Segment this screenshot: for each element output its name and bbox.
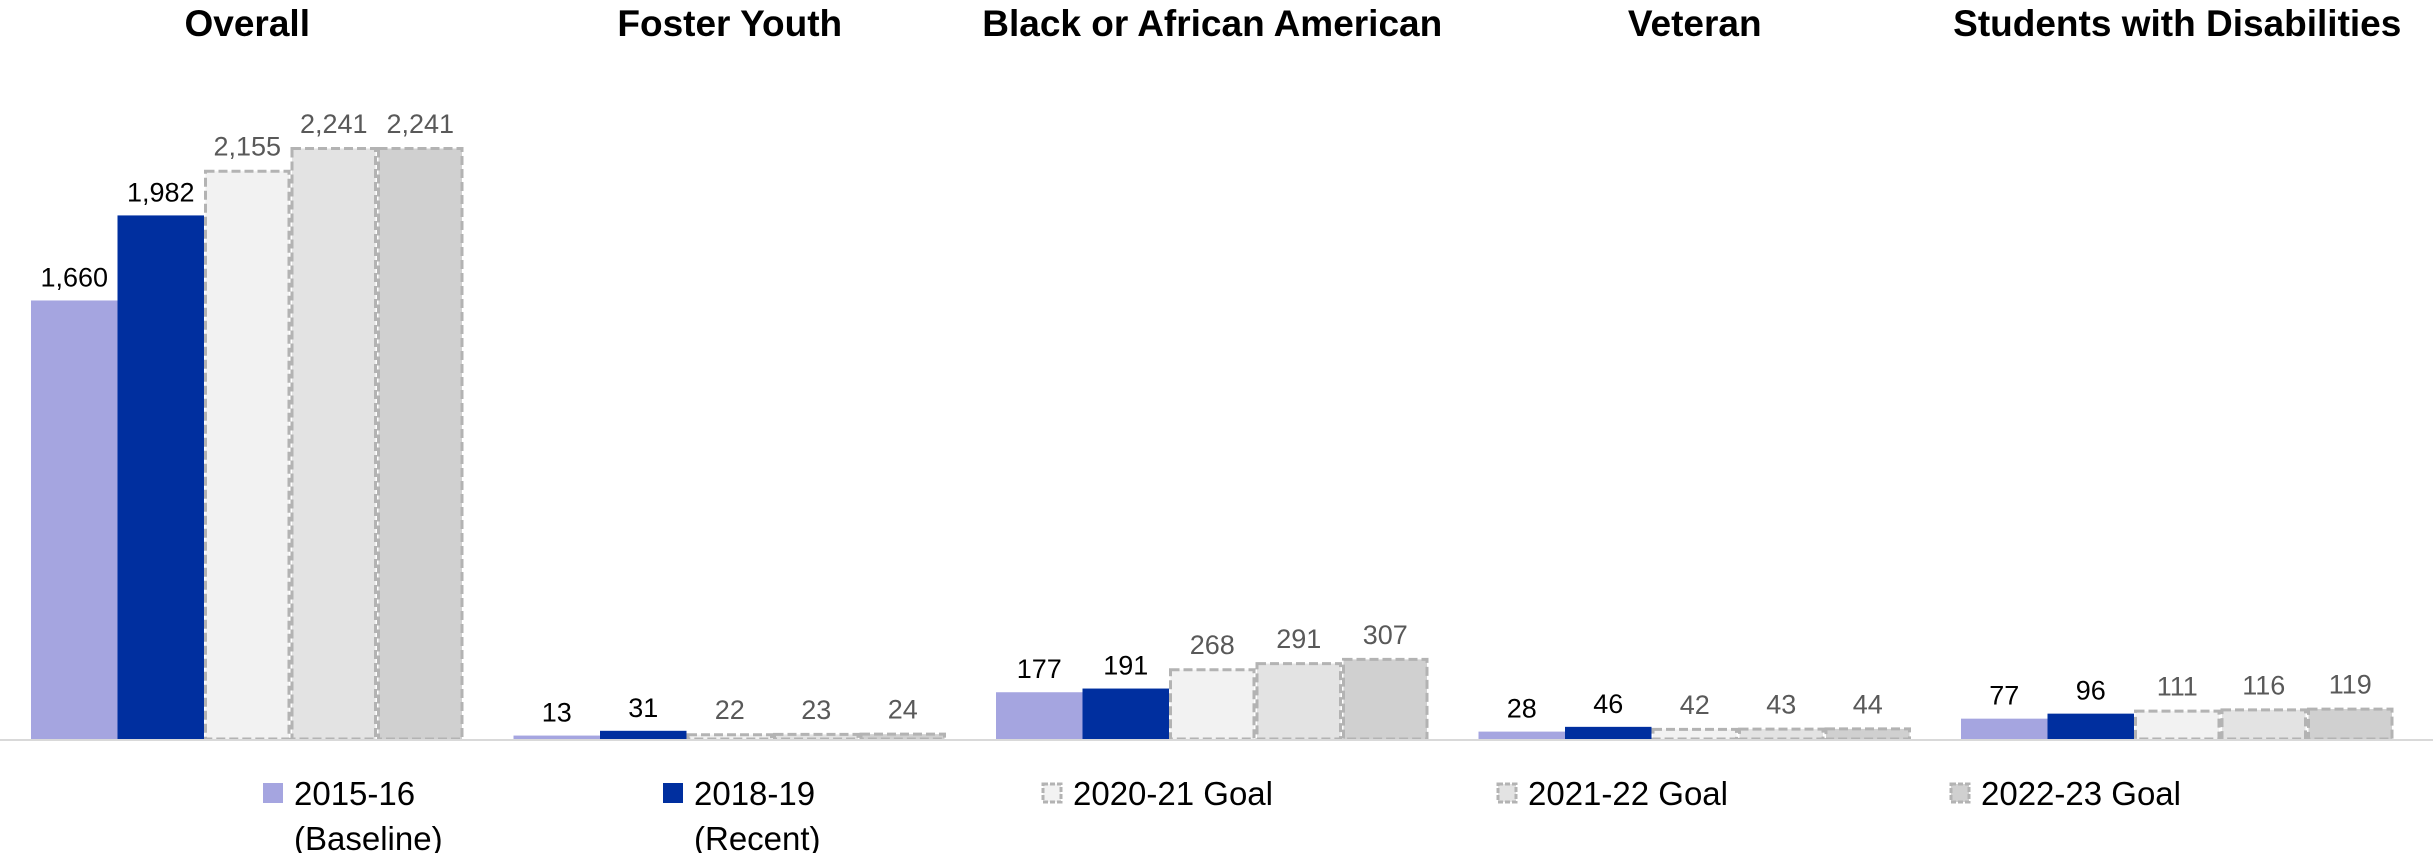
legend-item-2022-23-goal: 2022-23 Goal <box>1949 775 2181 812</box>
bar-overall-2021-22-goal <box>290 147 377 741</box>
bar-black-or-african-american-2021-22-goal <box>1255 662 1342 741</box>
value-labels: 1,660 1,982 2,155 2,241 2,241 13 31 22 23 24 177 19… <box>40 109 2371 728</box>
bar-overall-2020-21-goal <box>204 169 291 741</box>
value-label-foster-youth-2021-22-goal: 23 <box>801 695 831 725</box>
bar-students-with-disabilities-2020-21-goal <box>2134 709 2221 741</box>
group-title-students-with-disabilities: Students with Disabilities <box>1953 3 2401 44</box>
value-label-foster-youth-2018-19-recent: 31 <box>628 693 658 723</box>
value-label-black-or-african-american-2021-22-goal: 291 <box>1276 624 1321 654</box>
bar-veteran-2015-16-baseline <box>1478 731 1565 739</box>
legend-label-2015-16-baseline: 2015-16 <box>294 775 415 812</box>
legend-label-2022-23-goal: 2022-23 Goal <box>1981 775 2181 812</box>
value-label-overall-2015-16-baseline: 1,660 <box>40 262 108 292</box>
value-label-overall-2018-19-recent: 1,982 <box>127 177 195 207</box>
bar-black-or-african-american-2020-21-goal <box>1169 668 1256 741</box>
value-label-overall-2022-23-goal: 2,241 <box>386 109 454 139</box>
bar-students-with-disabilities-2018-19-recent <box>2047 713 2134 739</box>
bar-students-with-disabilities-2015-16-baseline <box>1961 718 2048 739</box>
legend-swatch-2020-21-goal <box>1041 782 1063 804</box>
legend-label-2018-19-recent-line2: (Recent) <box>694 820 821 853</box>
legend-swatch-2021-22-goal <box>1496 782 1518 804</box>
value-label-black-or-african-american-2020-21-goal: 268 <box>1190 630 1235 660</box>
value-label-foster-youth-2020-21-goal: 22 <box>715 695 745 725</box>
legend-label-2015-16-baseline-line2: (Baseline) <box>294 820 443 853</box>
group-titles: Overall Foster Youth Black or African Amer… <box>185 3 2402 44</box>
value-label-foster-youth-2015-16-baseline: 13 <box>542 698 572 728</box>
legend-item-2021-22-goal: 2021-22 Goal <box>1496 775 1728 812</box>
bar-black-or-african-american-2015-16-baseline <box>996 692 1083 739</box>
legend-swatch-2022-23-goal <box>1949 782 1971 804</box>
value-label-veteran-2015-16-baseline: 28 <box>1507 694 1537 724</box>
bar-veteran-2020-21-goal <box>1651 727 1738 741</box>
bar-foster-youth-2015-16-baseline <box>513 735 600 739</box>
legend-item-2020-21-goal: 2020-21 Goal <box>1041 775 1273 812</box>
bar-overall-2015-16-baseline <box>31 300 118 739</box>
bar-black-or-african-american-2022-23-goal <box>1342 657 1429 741</box>
legend-label-2021-22-goal: 2021-22 Goal <box>1528 775 1728 812</box>
bar-overall-2018-19-recent <box>117 215 204 740</box>
bar-black-or-african-american-2018-19-recent <box>1082 688 1169 739</box>
bar-foster-youth-2021-22-goal <box>773 732 860 741</box>
bar-students-with-disabilities-2021-22-goal <box>2220 708 2307 741</box>
legend-label-2020-21-goal: 2020-21 Goal <box>1073 775 1273 812</box>
group-title-foster-youth: Foster Youth <box>617 3 842 44</box>
value-label-overall-2021-22-goal: 2,241 <box>300 109 368 139</box>
group-title-black-or-african-american: Black or African American <box>982 3 1442 44</box>
bar-veteran-2018-19-recent <box>1565 726 1652 739</box>
value-label-students-with-disabilities-2021-22-goal: 116 <box>2242 670 2285 700</box>
value-label-students-with-disabilities-2018-19-recent: 96 <box>2076 676 2106 706</box>
legend-swatch-2018-19-recent <box>663 783 683 803</box>
value-label-students-with-disabilities-2015-16-baseline: 77 <box>1989 681 2019 711</box>
legend-swatch-2015-16-baseline <box>263 783 283 803</box>
bar-veteran-2021-22-goal <box>1738 727 1825 741</box>
value-label-black-or-african-american-2018-19-recent: 191 <box>1103 651 1148 681</box>
legend-label-2018-19-recent: 2018-19 <box>694 775 815 812</box>
bar-foster-youth-2020-21-goal <box>686 733 773 741</box>
legend-item-2018-19-recent: 2018-19 (Recent) <box>663 775 821 853</box>
legend-item-2015-16-baseline: 2015-16 (Baseline) <box>263 775 443 853</box>
value-label-black-or-african-american-2015-16-baseline: 177 <box>1017 654 1062 684</box>
bar-students-with-disabilities-2022-23-goal <box>2307 707 2394 741</box>
value-label-students-with-disabilities-2022-23-goal: 119 <box>2329 670 2372 700</box>
bar-veteran-2022-23-goal <box>1824 727 1911 741</box>
value-label-veteran-2021-22-goal: 43 <box>1766 690 1796 720</box>
value-label-overall-2020-21-goal: 2,155 <box>213 132 281 162</box>
value-label-veteran-2018-19-recent: 46 <box>1593 689 1623 719</box>
value-label-black-or-african-american-2022-23-goal: 307 <box>1363 620 1408 650</box>
value-label-foster-youth-2022-23-goal: 24 <box>888 695 918 725</box>
legend: 2015-16 (Baseline) 2018-19 (Recent) 2020-21 … <box>263 775 2181 853</box>
value-label-students-with-disabilities-2020-21-goal: 111 <box>2157 672 2198 702</box>
group-title-veteran: Veteran <box>1628 3 1762 44</box>
bars <box>31 147 2394 741</box>
group-title-overall: Overall <box>185 3 310 44</box>
bar-foster-youth-2022-23-goal <box>859 732 946 741</box>
bar-foster-youth-2018-19-recent <box>600 730 687 739</box>
value-label-veteran-2020-21-goal: 42 <box>1680 690 1710 720</box>
bar-overall-2022-23-goal <box>377 147 464 741</box>
value-label-veteran-2022-23-goal: 44 <box>1853 689 1883 719</box>
